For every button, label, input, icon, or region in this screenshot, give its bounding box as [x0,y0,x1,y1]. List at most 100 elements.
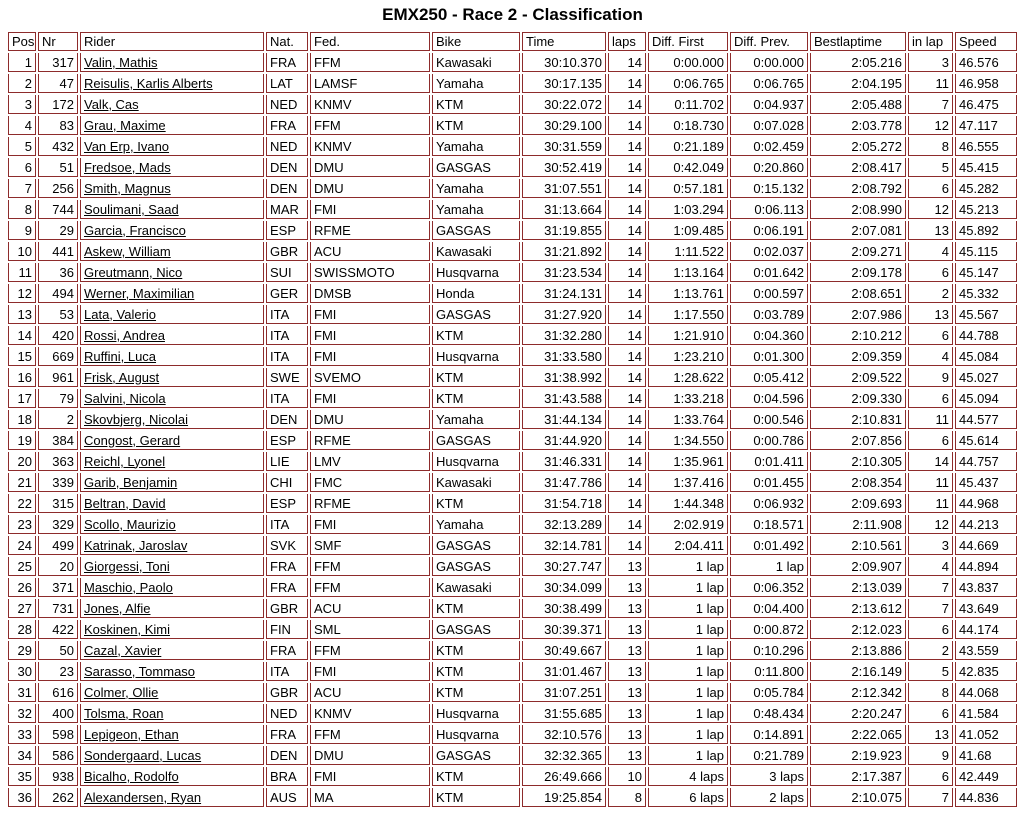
cell-nat: FRA [266,557,308,576]
rider-link[interactable]: Sondergaard, Lucas [84,747,202,763]
column-header-nat: Nat. [266,32,308,51]
table-row: 8 744 Soulimani, Saad MAR FMI Yamaha 31:13.664… [8,200,1017,219]
cell-pos: 28 [8,620,36,639]
cell-in-lap: 4 [908,557,953,576]
cell-nr: 47 [38,74,78,93]
cell-bestlaptime: 2:07.081 [810,221,906,240]
cell-speed: 45.282 [955,179,1017,198]
cell-pos: 1 [8,53,36,72]
rider-link[interactable]: Alexandersen, Ryan [84,789,202,805]
cell-bike: Husqvarna [432,452,520,471]
cell-nr: 172 [38,95,78,114]
rider-link[interactable]: Beltran, David [84,495,166,511]
rider-link[interactable]: Garib, Benjamin [84,474,178,490]
cell-pos: 26 [8,578,36,597]
table-row: 22 315 Beltran, David ESP RFME KTM 31:54.718 14… [8,494,1017,513]
cell-laps: 14 [608,368,646,387]
rider-link[interactable]: Scollo, Maurizio [84,516,176,532]
cell-time: 30:52.419 [522,158,606,177]
rider-link[interactable]: Lepigeon, Ethan [84,726,179,742]
cell-pos: 36 [8,788,36,807]
rider-link[interactable]: Giorgessi, Toni [84,558,170,574]
cell-diff-prev: 1 lap [730,557,808,576]
rider-link[interactable]: Salvini, Nicola [84,390,166,406]
rider-link[interactable]: Smith, Magnus [84,180,171,196]
cell-nr: 83 [38,116,78,135]
rider-link[interactable]: Bicalho, Rodolfo [84,768,179,784]
cell-nat: FRA [266,725,308,744]
cell-diff-prev: 0:00.872 [730,620,808,639]
cell-fed: ACU [310,599,430,618]
rider-link[interactable]: Maschio, Paolo [84,579,173,595]
cell-speed: 44.757 [955,452,1017,471]
rider-link[interactable]: Van Erp, Ivano [84,138,170,154]
cell-bike: KTM [432,683,520,702]
rider-link[interactable]: Frisk, August [84,369,160,385]
rider-link[interactable]: Congost, Gerard [84,432,181,448]
cell-time: 31:54.718 [522,494,606,513]
rider-link[interactable]: Skovbjerg, Nicolai [84,411,189,427]
cell-nr: 363 [38,452,78,471]
column-header-laps: laps [608,32,646,51]
cell-nr: 20 [38,557,78,576]
cell-nr: 256 [38,179,78,198]
rider-link[interactable]: Cazal, Xavier [84,642,162,658]
cell-laps: 14 [608,74,646,93]
rider-link[interactable]: Fredsoe, Mads [84,159,171,175]
cell-fed: FFM [310,557,430,576]
table-row: 3 172 Valk, Cas NED KNMV KTM 30:22.072 14 0:11.7… [8,95,1017,114]
cell-pos: 21 [8,473,36,492]
cell-bike: Yamaha [432,410,520,429]
rider-link[interactable]: Reisulis, Karlis Alberts [84,75,213,91]
cell-pos: 32 [8,704,36,723]
rider-link[interactable]: Colmer, Ollie [84,684,159,700]
cell-in-lap: 6 [908,620,953,639]
rider-link[interactable]: Valin, Mathis [84,54,158,70]
cell-bestlaptime: 2:12.342 [810,683,906,702]
cell-in-lap: 11 [908,494,953,513]
cell-time: 31:55.685 [522,704,606,723]
rider-link[interactable]: Koskinen, Kimi [84,621,170,637]
rider-link[interactable]: Lata, Valerio [84,306,157,322]
rider-link[interactable]: Ruffini, Luca [84,348,157,364]
cell-nat: SVK [266,536,308,555]
cell-pos: 12 [8,284,36,303]
rider-link[interactable]: Garcia, Francisco [84,222,186,238]
cell-fed: SML [310,620,430,639]
table-row: 33 598 Lepigeon, Ethan FRA FFM Husqvarna 32:10… [8,725,1017,744]
cell-in-lap: 13 [908,725,953,744]
cell-diff-prev: 0:06.932 [730,494,808,513]
rider-link[interactable]: Tolsma, Roan [84,705,164,721]
cell-nr: 317 [38,53,78,72]
cell-nat: ITA [266,347,308,366]
rider-link[interactable]: Sarasso, Tommaso [84,663,196,679]
cell-laps: 13 [608,683,646,702]
rider-link[interactable]: Askew, William [84,243,171,259]
rider-link[interactable]: Rossi, Andrea [84,327,165,343]
rider-link[interactable]: Reichl, Lyonel [84,453,166,469]
rider-link[interactable]: Werner, Maximilian [84,285,195,301]
cell-nat: GBR [266,683,308,702]
rider-link[interactable]: Katrinak, Jaroslav [84,537,188,553]
cell-pos: 22 [8,494,36,513]
cell-diff-prev: 0:11.800 [730,662,808,681]
cell-pos: 18 [8,410,36,429]
cell-nat: ITA [266,305,308,324]
table-row: 21 339 Garib, Benjamin CHI FMC Kawasaki 31:47.… [8,473,1017,492]
cell-diff-first: 1:23.210 [648,347,728,366]
cell-in-lap: 6 [908,263,953,282]
rider-link[interactable]: Grau, Maxime [84,117,166,133]
rider-link[interactable]: Greutmann, Nico [84,264,183,280]
cell-in-lap: 7 [908,95,953,114]
cell-fed: ACU [310,242,430,261]
rider-link[interactable]: Soulimani, Saad [84,201,179,217]
cell-nat: GBR [266,599,308,618]
cell-nat: DEN [266,746,308,765]
cell-speed: 47.117 [955,116,1017,135]
rider-link[interactable]: Jones, Alfie [84,600,151,616]
cell-bestlaptime: 2:05.272 [810,137,906,156]
cell-in-lap: 2 [908,284,953,303]
cell-fed: KNMV [310,137,430,156]
rider-link[interactable]: Valk, Cas [84,96,139,112]
cell-time: 30:34.099 [522,578,606,597]
